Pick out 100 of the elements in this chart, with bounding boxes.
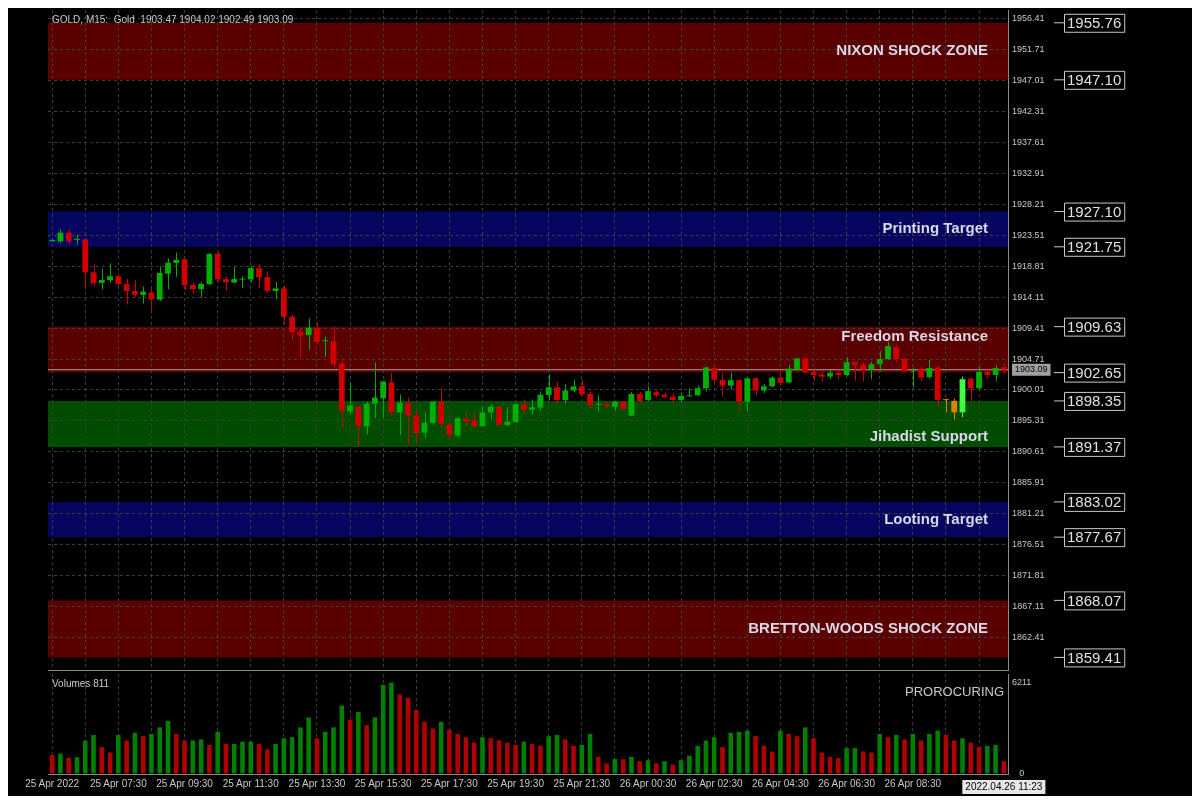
bar <box>711 737 717 774</box>
candlestick <box>74 234 80 246</box>
bar <box>678 760 684 774</box>
band-label: Looting Target <box>884 509 988 527</box>
candlestick <box>413 409 420 445</box>
bar <box>66 757 71 774</box>
y-tick-label: 1867.11 <box>1012 601 1045 612</box>
candlestick <box>363 401 370 435</box>
x-tick-label: 26 Apr 00:30 <box>619 777 677 789</box>
y-tick-label: 1928.21 <box>1011 198 1045 209</box>
bar <box>331 727 336 774</box>
candlestick <box>438 387 444 429</box>
y-tick-label: 1904.71 <box>1011 353 1045 364</box>
ref-line-label: 1903.09 <box>1015 364 1048 375</box>
bar <box>248 741 254 774</box>
chart-title: GOLD, M15: Gold 1903.47 1904.02 1902.49 1903.09 <box>52 13 294 25</box>
band-label: Jihadist Support <box>869 427 988 445</box>
bar <box>836 757 841 774</box>
bar <box>463 737 469 774</box>
bar <box>951 740 957 774</box>
y-tick-label: 1914.11 <box>1012 291 1045 302</box>
bar <box>265 749 270 774</box>
x-tick-label: 25 Apr 13:30 <box>288 777 346 789</box>
bar <box>612 759 618 774</box>
band-label: Printing Target <box>882 219 988 237</box>
candlestick <box>405 397 411 446</box>
bar <box>960 738 965 774</box>
bar <box>562 739 568 774</box>
bar <box>902 739 907 774</box>
bar <box>811 738 816 774</box>
candlestick <box>554 381 560 404</box>
candlestick <box>372 361 378 419</box>
bar <box>289 737 295 774</box>
x-tick-label: 25 Apr 09:30 <box>156 777 214 789</box>
bar <box>894 735 899 774</box>
candlestick <box>909 366 916 388</box>
bar <box>91 735 96 774</box>
text: 2022.04.26 11:23 <box>965 780 1043 792</box>
candlestick <box>396 394 403 436</box>
y-tick-label: 1918.81 <box>1011 260 1045 271</box>
bar <box>198 739 204 774</box>
candlestick <box>744 377 751 412</box>
y-tick-label: 1932.91 <box>1011 167 1045 178</box>
text: 1921.75 <box>1067 237 1122 255</box>
bar <box>968 742 974 774</box>
candlestick <box>976 366 982 390</box>
candlestick <box>860 361 867 382</box>
bar <box>604 763 609 774</box>
bar <box>496 740 502 774</box>
bar <box>116 735 121 774</box>
candlestick <box>256 263 262 288</box>
y-tick-label: 1956.41 <box>1011 12 1045 23</box>
y-tick-label: 6211 <box>1012 677 1032 688</box>
bar <box>637 761 642 774</box>
bar <box>869 752 874 774</box>
bar <box>364 725 369 774</box>
candlestick <box>595 394 602 412</box>
text: 1947.10 <box>1067 70 1122 88</box>
candlestick <box>496 405 502 427</box>
candlestick <box>322 336 329 358</box>
bar <box>827 756 833 774</box>
y-tick-label: 1942.31 <box>1011 105 1045 116</box>
candlestick <box>562 383 569 404</box>
bar <box>447 729 452 774</box>
candlestick <box>876 350 883 372</box>
y-tick-label: 1900.01 <box>1011 384 1045 395</box>
bar <box>314 738 320 774</box>
text: 1927.10 <box>1067 202 1122 220</box>
candlestick <box>305 318 312 351</box>
bar <box>480 737 485 774</box>
text: 1909.63 <box>1067 317 1122 335</box>
y-tick-label: 1951.71 <box>1011 43 1045 54</box>
bar <box>49 755 55 774</box>
y-tick-label: 1923.51 <box>1011 229 1045 240</box>
bar <box>728 732 734 774</box>
band-label: NIXON SHOCK ZONE <box>836 41 988 59</box>
bar <box>695 745 700 774</box>
candlestick <box>314 322 320 345</box>
candlestick <box>98 268 105 290</box>
y-tick-label: 1947.01 <box>1011 74 1045 85</box>
bar <box>298 727 303 774</box>
candlestick <box>752 376 759 396</box>
bar <box>513 744 518 774</box>
y-tick-label: 1885.91 <box>1011 477 1045 488</box>
bar <box>654 763 659 774</box>
bar <box>190 740 196 774</box>
y-tick-label: 1890.61 <box>1011 446 1045 457</box>
candlestick <box>951 398 958 420</box>
bar <box>662 761 667 774</box>
candlestick <box>173 252 180 278</box>
x-tick-label: 26 Apr 08:30 <box>884 777 942 789</box>
bar <box>455 734 460 774</box>
bar <box>397 694 402 774</box>
bar <box>182 740 187 774</box>
y-tick-label: 1876.51 <box>1011 539 1045 550</box>
bar <box>753 736 758 774</box>
bar <box>802 727 808 774</box>
bar <box>720 747 725 774</box>
candlestick <box>545 373 552 401</box>
bar <box>745 730 750 774</box>
